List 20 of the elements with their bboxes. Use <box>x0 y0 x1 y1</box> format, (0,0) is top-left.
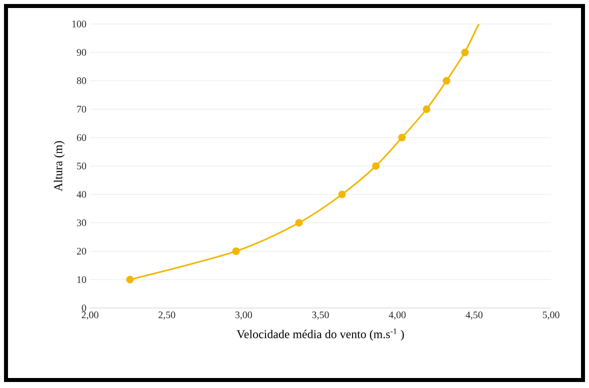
x-tick-label: 2,50 <box>158 312 176 320</box>
y-tick-label: 30 <box>77 219 86 226</box>
y-tick-label: 10 <box>77 276 86 283</box>
x-tick-label: 3,50 <box>312 312 329 320</box>
x-tick-label: 3,00 <box>235 312 252 320</box>
x-axis-title: Velocidade média do vento (m.s$^{-1}$ ) <box>236 328 404 341</box>
y-tick-label: 100 <box>72 20 86 28</box>
y-tick-label: 0 <box>82 304 86 312</box>
x-tick-label: 4,00 <box>388 312 406 320</box>
y-tick-label: 90 <box>76 49 86 56</box>
y-tick-label: 70 <box>77 106 86 113</box>
y-axis-title: Altura (m) <box>54 141 65 192</box>
y-tick-label: 40 <box>76 191 86 198</box>
y-tick-label: 60 <box>76 134 86 141</box>
x-tick-label: 2,00 <box>82 312 98 320</box>
y-tick-label: 80 <box>76 77 86 84</box>
y-tick-label: 50 <box>77 162 86 170</box>
x-tick-label: 4,50 <box>466 312 483 320</box>
x-tick-label: 5,00 <box>542 312 560 320</box>
y-tick-label: 20 <box>76 248 86 255</box>
